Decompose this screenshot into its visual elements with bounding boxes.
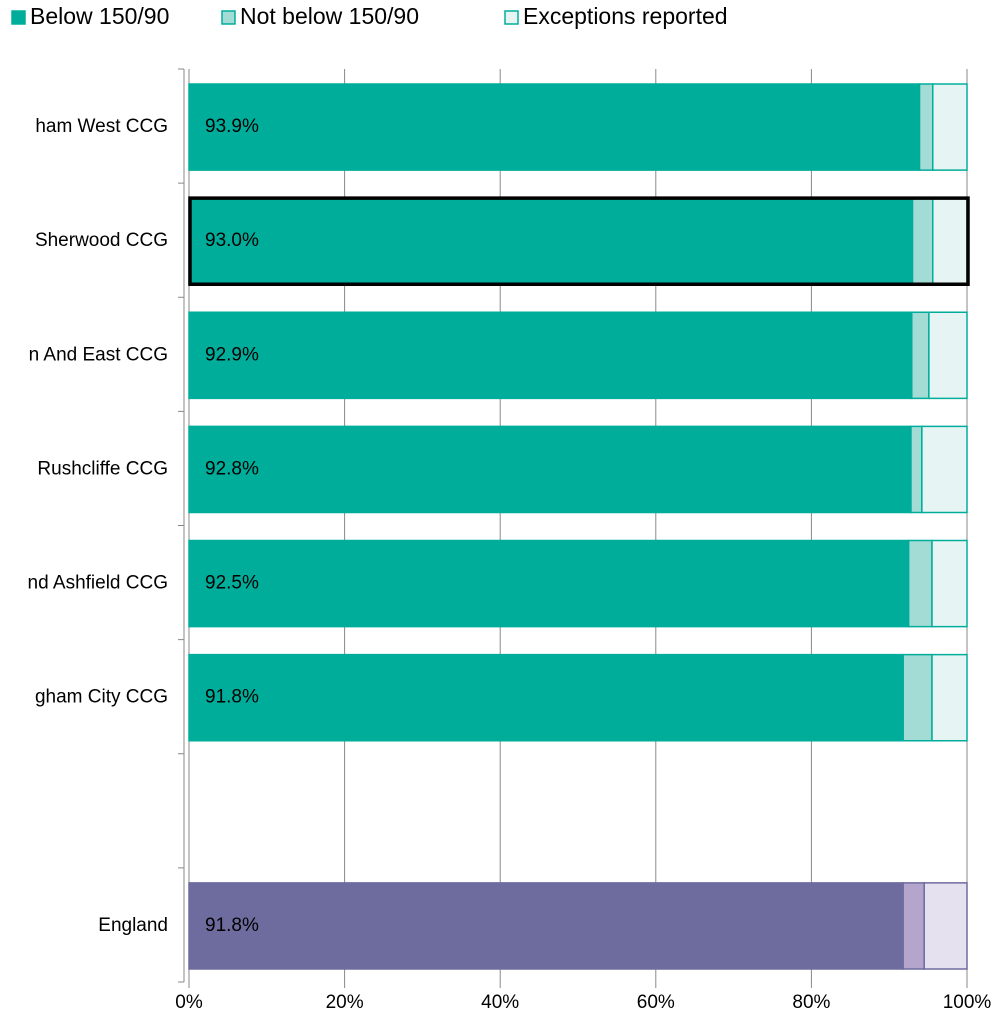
legend-swatch — [221, 10, 236, 25]
category-label: ham West CCG — [35, 116, 168, 137]
category-label: n And East CCG — [29, 344, 168, 365]
category-label: England — [98, 915, 168, 936]
bar-segment — [188, 539, 910, 628]
bar-segment — [923, 882, 968, 970]
x-tick-label: 0% — [175, 992, 203, 1013]
bar-segment — [188, 425, 912, 514]
bar-segment — [928, 311, 968, 400]
highlight-box — [188, 196, 970, 286]
bar-segment — [188, 653, 904, 742]
bar-segment — [188, 882, 904, 970]
category-label: Rushcliffe CCG — [37, 458, 168, 479]
value-label: 91.8% — [205, 687, 259, 708]
bar-segment — [931, 653, 968, 742]
x-tick-label: 20% — [326, 992, 364, 1013]
x-tick-label: 80% — [792, 992, 830, 1013]
legend-swatch — [11, 10, 26, 25]
value-label: 92.5% — [205, 573, 259, 594]
bar-segment — [932, 197, 968, 285]
bar-segment — [188, 197, 914, 285]
bar-segment — [902, 882, 925, 970]
bar-segment — [932, 83, 968, 171]
bar-segment — [911, 197, 934, 285]
x-tick-label: 40% — [481, 992, 519, 1013]
bar-segment — [902, 653, 933, 742]
category-label: nd Ashfield CCG — [28, 573, 168, 594]
bar-segment — [188, 83, 921, 171]
value-label: 92.9% — [205, 344, 259, 365]
bar-segment — [188, 311, 913, 400]
value-label: 93.0% — [205, 230, 259, 251]
bar-segment — [910, 425, 923, 514]
bar-segment — [907, 539, 933, 628]
category-label: Sherwood CCG — [35, 230, 168, 251]
bar-segment — [911, 311, 930, 400]
bar-segment — [931, 539, 968, 628]
x-tick-label: 60% — [637, 992, 675, 1013]
value-label: 92.8% — [205, 458, 259, 479]
value-label: 93.9% — [205, 116, 259, 137]
bar-segment — [921, 425, 968, 514]
value-label: 91.8% — [205, 915, 259, 936]
legend-swatch — [504, 10, 519, 25]
x-tick-label: 100% — [943, 992, 992, 1013]
legend-label: Exceptions reported — [523, 3, 728, 29]
bar-segment — [918, 83, 934, 171]
legend-label: Below 150/90 — [30, 3, 169, 29]
legend-label: Not below 150/90 — [240, 3, 419, 29]
category-label: gham City CCG — [35, 687, 168, 708]
